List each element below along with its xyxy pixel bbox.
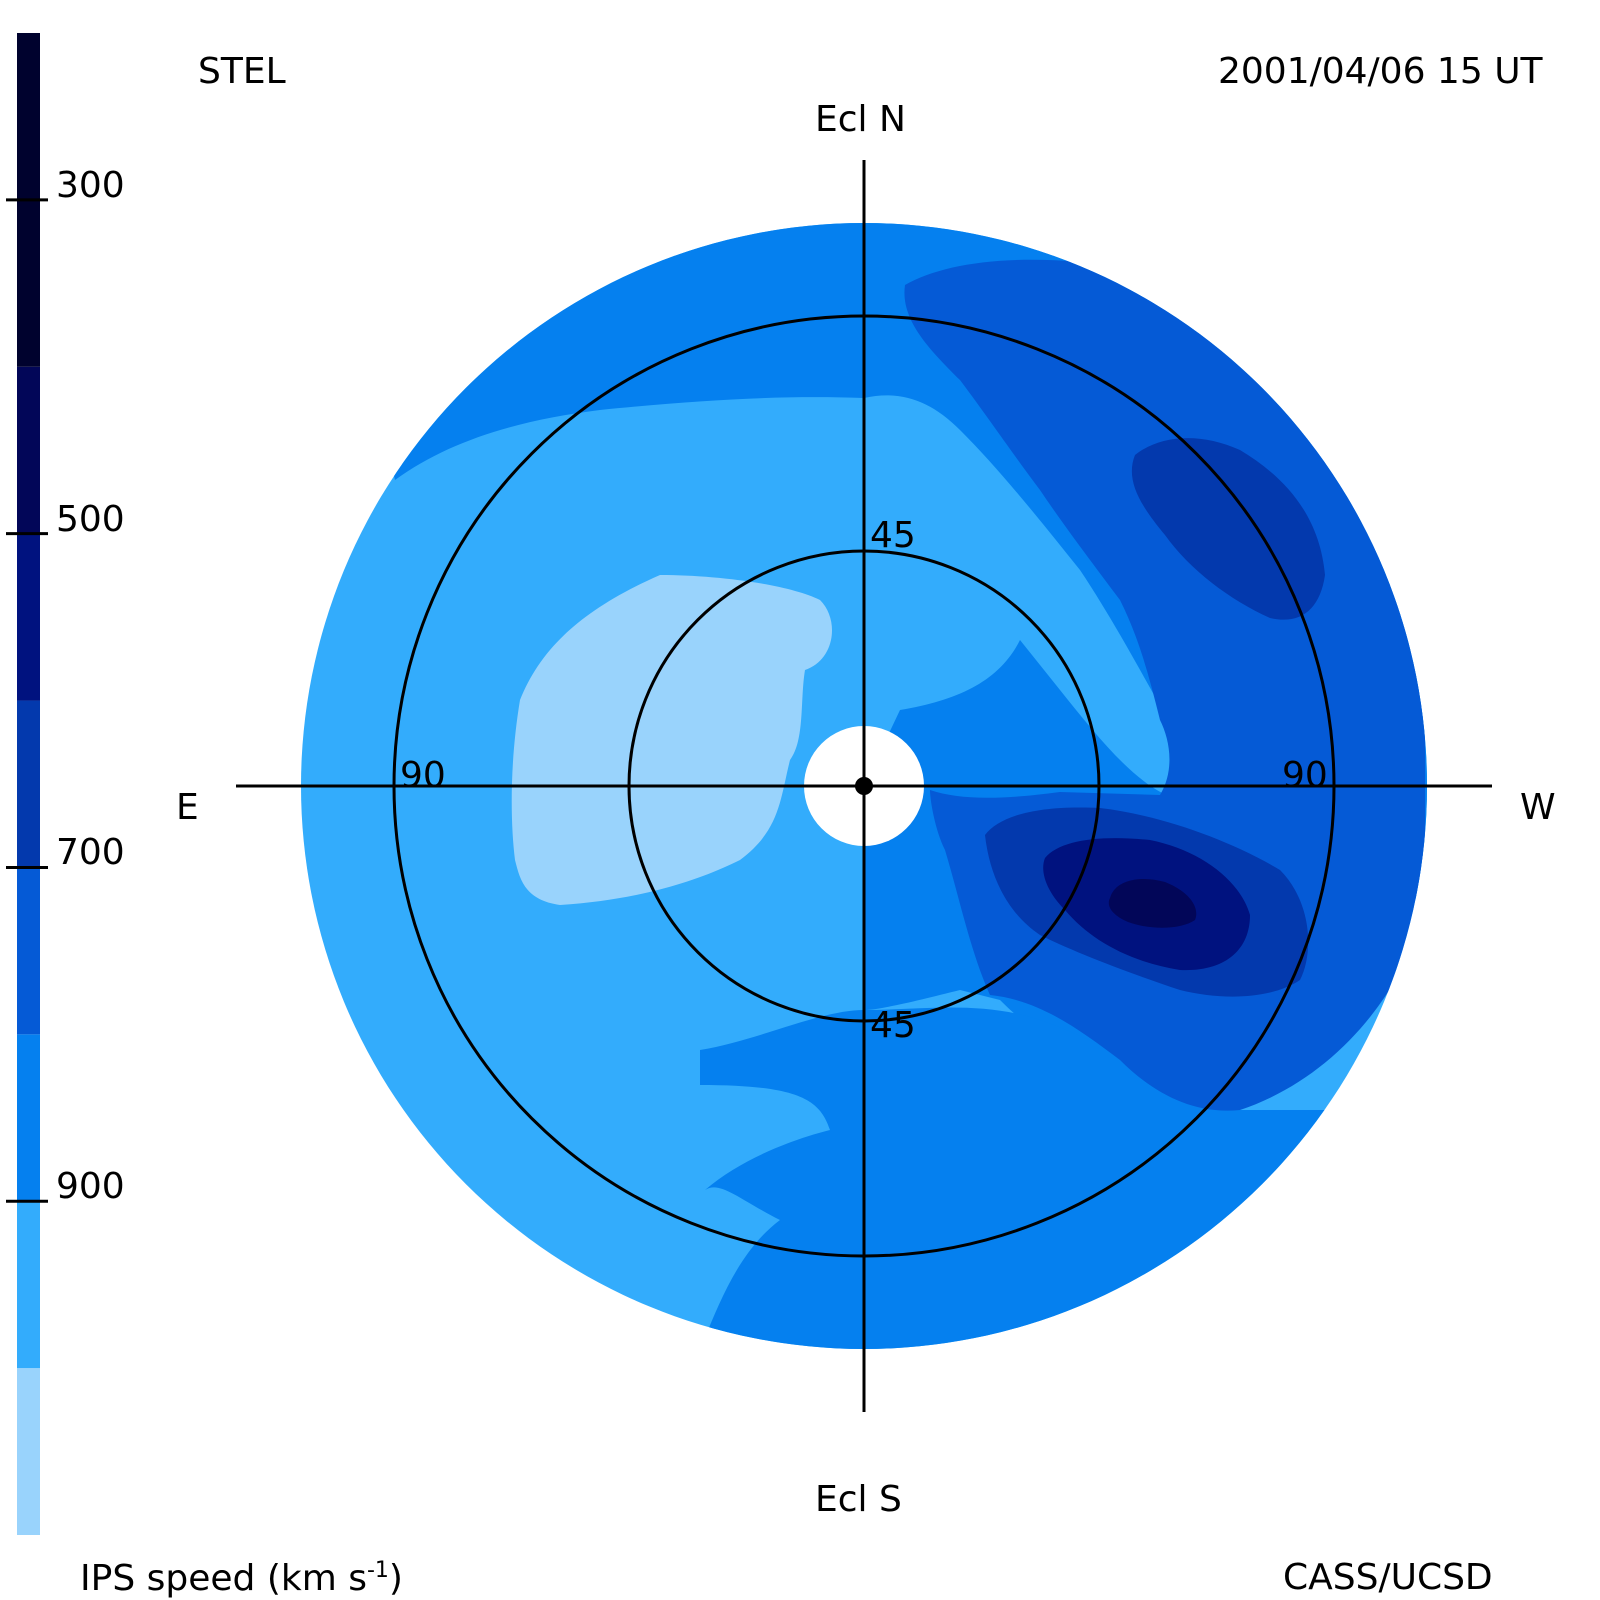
level-region-550-northwest [1131,438,1325,620]
colorbar-level-600-700 [17,533,40,701]
colorbar-level-100-200 [17,1368,40,1535]
colorbar-tick-label-500: 700 [56,832,125,874]
direction-label-north: Ecl N [815,99,906,140]
ring-label-90-west: 90 [1282,755,1328,796]
direction-label-west: W [1520,787,1556,828]
level-region-150-east-lobe [511,575,832,905]
level-region-350-south [700,1010,864,1349]
sun-marker [855,777,873,795]
credit-label: CASS/UCSD [1283,1557,1493,1598]
colorbar-tick-label-900: 300 [56,164,125,206]
ring-label-45-south: 45 [870,1005,916,1046]
direction-label-east: E [176,787,199,828]
speed-colorbar [6,33,48,1535]
colorbar-title-superscript: -1 [366,1558,389,1583]
ring-label-45-north: 45 [870,515,916,556]
colorbar-level-500-600 [17,700,40,868]
colorbar-tick-label-700: 500 [56,498,125,540]
colorbar-title-close: ) [388,1558,403,1599]
colorbar-level-200-300 [17,1201,40,1369]
colorbar-title-main: IPS speed (km s [80,1558,367,1599]
colorbar-level-700-800 [17,366,40,534]
ring-label-90-east: 90 [400,755,446,796]
direction-label-south: Ecl S [815,1479,902,1520]
colorbar-tick-label-300: 900 [56,1166,125,1208]
observatory-label: STEL [198,51,286,92]
colorbar-level-300-400 [17,1034,40,1202]
level-region-750-peak [1108,878,1197,928]
colorbar-level-400-500 [17,867,40,1035]
timestamp-label: 2001/04/06 15 UT [1218,51,1543,92]
colorbar-title: IPS speed (km s-1) [80,1560,403,1597]
